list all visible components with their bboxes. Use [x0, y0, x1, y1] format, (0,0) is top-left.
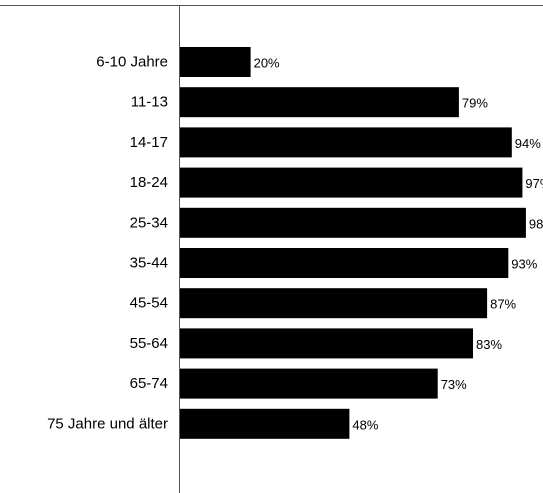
category-label-5: 35-44 [130, 255, 168, 272]
bars-group [180, 47, 526, 439]
value-label-7: 83% [476, 337, 502, 352]
bar-9 [180, 408, 350, 439]
category-label-2: 14-17 [130, 134, 168, 151]
bar-7 [180, 328, 473, 359]
bar-3 [180, 167, 523, 198]
category-label-7: 55-64 [130, 335, 168, 352]
category-label-8: 65-74 [130, 375, 168, 392]
category-label-3: 18-24 [130, 174, 168, 191]
category-label-9: 75 Jahre und älter [47, 415, 168, 432]
value-label-1: 79% [462, 96, 488, 111]
value-label-5: 93% [511, 257, 537, 272]
value-labels-group: 20% 79% 94% 97% 98% 93% 87% 83% 73% 48% [254, 56, 543, 433]
value-label-2: 94% [515, 136, 541, 151]
bar-2 [180, 127, 512, 158]
category-label-1: 11-13 [131, 94, 168, 111]
value-label-6: 87% [490, 297, 516, 312]
value-label-4: 98% [529, 216, 543, 231]
category-label-6: 45-54 [130, 295, 168, 312]
bar-6 [180, 288, 488, 319]
category-labels-group: 6-10 Jahre 11-13 14-17 18-24 25-34 35-44 45-54… [47, 54, 168, 433]
value-label-3: 97% [525, 176, 543, 191]
bar-4 [180, 207, 526, 238]
value-label-0: 20% [254, 56, 280, 71]
category-label-4: 25-34 [130, 214, 168, 231]
bar-1 [180, 87, 459, 118]
category-label-0: 6-10 Jahre [96, 54, 168, 71]
bar-5 [180, 248, 509, 278]
value-label-8: 73% [441, 377, 467, 392]
bar-0 [180, 47, 251, 77]
bar-8 [180, 368, 438, 399]
value-label-9: 48% [352, 417, 378, 432]
